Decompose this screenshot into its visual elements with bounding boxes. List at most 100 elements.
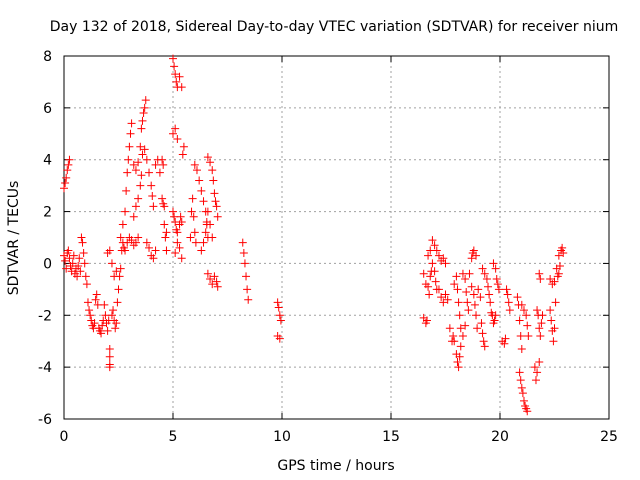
data-point bbox=[212, 202, 221, 211]
data-point bbox=[126, 129, 135, 138]
data-point bbox=[478, 329, 487, 338]
data-point bbox=[145, 168, 154, 177]
data-point bbox=[169, 129, 177, 138]
data-point bbox=[151, 160, 160, 169]
data-point bbox=[64, 160, 73, 169]
data-point bbox=[464, 306, 473, 315]
data-point bbox=[173, 228, 182, 237]
data-point bbox=[177, 254, 186, 263]
data-point bbox=[137, 124, 146, 133]
data-point bbox=[469, 246, 478, 255]
data-point bbox=[240, 259, 249, 268]
y-tick-label: -6 bbox=[38, 412, 52, 428]
data-point bbox=[116, 264, 125, 273]
data-point bbox=[105, 344, 114, 353]
data-point bbox=[430, 241, 439, 250]
data-point bbox=[463, 298, 472, 307]
data-point bbox=[461, 274, 470, 283]
data-point bbox=[118, 220, 127, 229]
data-point bbox=[85, 306, 94, 315]
data-point bbox=[454, 298, 463, 307]
data-point bbox=[192, 166, 201, 175]
data-point bbox=[172, 77, 181, 86]
data-point bbox=[111, 324, 120, 333]
data-point bbox=[523, 407, 532, 416]
data-point bbox=[439, 298, 448, 307]
data-point bbox=[188, 194, 197, 203]
data-point bbox=[450, 337, 459, 346]
data-point bbox=[62, 173, 71, 182]
data-point bbox=[86, 311, 95, 320]
x-tick-label: 25 bbox=[600, 429, 618, 445]
data-point bbox=[159, 160, 168, 169]
data-point bbox=[489, 259, 498, 268]
data-point bbox=[531, 376, 540, 385]
data-point bbox=[480, 269, 489, 278]
data-point bbox=[169, 54, 177, 63]
data-point bbox=[209, 176, 218, 185]
y-tick-label: 2 bbox=[43, 205, 52, 221]
data-point bbox=[517, 344, 526, 353]
data-point bbox=[61, 179, 70, 188]
data-point bbox=[501, 334, 510, 343]
data-point bbox=[494, 285, 503, 294]
data-point bbox=[465, 269, 474, 278]
data-point bbox=[424, 251, 433, 260]
data-point bbox=[559, 249, 568, 258]
data-point bbox=[139, 109, 148, 118]
data-point bbox=[186, 233, 195, 242]
data-point bbox=[131, 202, 140, 211]
data-point bbox=[197, 246, 206, 255]
data-point bbox=[473, 324, 482, 333]
data-point bbox=[244, 295, 253, 304]
data-point bbox=[238, 238, 247, 247]
data-point bbox=[479, 337, 488, 346]
data-point bbox=[151, 246, 160, 255]
data-point bbox=[142, 238, 151, 247]
data-point bbox=[208, 280, 217, 289]
data-point bbox=[162, 228, 171, 237]
data-point bbox=[162, 246, 171, 255]
data-point bbox=[110, 272, 119, 281]
data-point bbox=[469, 290, 478, 299]
data-point bbox=[134, 158, 143, 167]
data-point bbox=[60, 184, 68, 193]
data-point bbox=[62, 264, 71, 273]
data-point bbox=[105, 352, 114, 361]
data-point bbox=[138, 116, 147, 125]
data-point bbox=[63, 166, 72, 175]
data-point bbox=[242, 272, 251, 281]
data-point bbox=[171, 249, 180, 258]
data-point bbox=[155, 168, 164, 177]
data-point bbox=[187, 207, 196, 216]
data-point bbox=[275, 334, 284, 343]
y-tick-label: -4 bbox=[38, 360, 52, 376]
data-point bbox=[129, 212, 138, 221]
data-point bbox=[546, 274, 555, 283]
data-point bbox=[197, 186, 206, 195]
data-points bbox=[60, 54, 568, 416]
data-point bbox=[112, 267, 121, 276]
data-point bbox=[210, 189, 219, 198]
data-point bbox=[100, 300, 109, 309]
plot-frame bbox=[63, 55, 610, 420]
data-point bbox=[456, 342, 465, 351]
data-point bbox=[554, 269, 563, 278]
data-point bbox=[549, 337, 558, 346]
data-point bbox=[486, 298, 495, 307]
data-point bbox=[456, 324, 465, 333]
data-point bbox=[170, 62, 179, 71]
data-point bbox=[500, 339, 509, 348]
data-point bbox=[239, 249, 248, 258]
data-point bbox=[142, 155, 151, 164]
data-point bbox=[516, 376, 525, 385]
data-point bbox=[434, 251, 443, 260]
data-point bbox=[517, 383, 526, 392]
data-point bbox=[81, 272, 90, 281]
data-point bbox=[419, 269, 428, 278]
data-point bbox=[131, 238, 140, 247]
data-point bbox=[428, 236, 437, 245]
data-point bbox=[474, 285, 483, 294]
data-point bbox=[211, 197, 220, 206]
x-tick-label: 5 bbox=[169, 429, 178, 445]
